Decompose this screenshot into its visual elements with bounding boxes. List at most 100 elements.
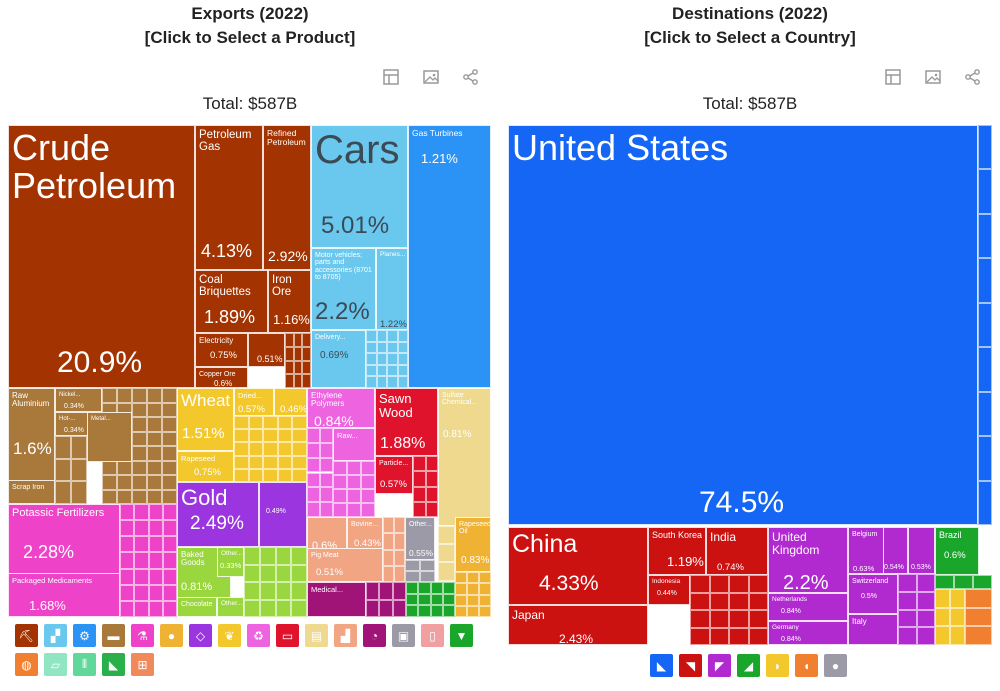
- transport-cell[interactable]: [387, 364, 398, 377]
- paper-cell[interactable]: [438, 544, 455, 563]
- oceania-cell[interactable]: [965, 607, 992, 627]
- mineral-cell[interactable]: [302, 360, 311, 375]
- chemical-cell[interactable]: [148, 584, 163, 601]
- export-crude-petroleum-tile-0[interactable]: Crude Petroleum 20.9%: [8, 125, 195, 388]
- destination-united-states-tile-0[interactable]: United States 74.5%: [508, 125, 978, 525]
- foodstuff-oil-cell[interactable]: [455, 583, 467, 595]
- destination-unlabeled-tile-10[interactable]: 0.54%: [883, 527, 908, 574]
- oceania-cell[interactable]: [965, 589, 992, 608]
- metal-cell[interactable]: [147, 388, 162, 403]
- export-motor-vehicles-parts-and-accessories-8701-to-8705-tile-9[interactable]: Motor vehicles; parts and accessories (8…: [311, 248, 376, 330]
- destination-south-korea-tile-3[interactable]: South Korea 1.19%: [648, 527, 706, 575]
- instrument-cell[interactable]: [379, 582, 393, 600]
- export-unlabeled-tile-23[interactable]: 0.49%: [259, 482, 307, 547]
- metal-cell[interactable]: [102, 475, 117, 490]
- metal-cell[interactable]: [117, 460, 132, 475]
- mineral-cell[interactable]: [285, 374, 294, 388]
- chemical-cell[interactable]: [120, 536, 135, 553]
- vegetable-cell[interactable]: [263, 442, 278, 456]
- oceania-icon[interactable]: ◖: [795, 654, 818, 677]
- share-icon[interactable]: [964, 68, 982, 86]
- metal-cell[interactable]: [102, 489, 117, 504]
- metal-cell[interactable]: [55, 458, 71, 482]
- transport-cell[interactable]: [387, 353, 398, 365]
- export-ethylene-polymers-tile-24[interactable]: Ethylene Polymers 0.84%: [307, 388, 375, 428]
- chemical-cell[interactable]: [120, 504, 135, 521]
- foodstuff-cell[interactable]: [291, 547, 307, 565]
- foodstuff-cell[interactable]: [259, 564, 276, 582]
- transport-cell[interactable]: [397, 341, 408, 354]
- north-america-cell[interactable]: [978, 391, 992, 437]
- asia-cell[interactable]: [729, 575, 749, 593]
- textile-cell[interactable]: [430, 593, 443, 606]
- export-copper-ore-tile-7[interactable]: Copper Ore 0.6%: [195, 367, 248, 388]
- metal-cell[interactable]: [132, 402, 147, 417]
- north-america-icon[interactable]: ◣: [650, 654, 673, 677]
- asia-cell[interactable]: [748, 575, 768, 593]
- export-gas-turbines-tile-12[interactable]: Gas Turbines 1.21%: [408, 125, 491, 388]
- metal-cell[interactable]: [147, 446, 162, 461]
- paper-goods-icon[interactable]: ▤: [305, 624, 328, 647]
- vegetable-cell[interactable]: [277, 442, 293, 456]
- africa-cell[interactable]: [950, 589, 965, 608]
- asia-cell[interactable]: [709, 575, 729, 593]
- north-america-cell[interactable]: [978, 436, 992, 481]
- plastic-cell[interactable]: [361, 475, 375, 489]
- destination-netherlands-tile-7[interactable]: Netherlands 0.84%: [768, 593, 848, 621]
- destination-united-kingdom-tile-6[interactable]: United Kingdom 2.2%: [768, 527, 848, 593]
- vegetable-cell[interactable]: [248, 416, 264, 430]
- wood-cell[interactable]: [413, 471, 426, 487]
- transport-cell[interactable]: [376, 353, 387, 365]
- wood-cell[interactable]: [425, 486, 438, 502]
- chemical-cell[interactable]: [162, 568, 177, 585]
- chemical-cell[interactable]: [162, 584, 177, 601]
- plastic-cell[interactable]: [333, 503, 347, 517]
- metal-cell[interactable]: [102, 460, 117, 475]
- export-unlabeled-tile-20[interactable]: 0.46%: [274, 388, 307, 416]
- export-rapeseed-tile-21[interactable]: Rapeseed 0.75%: [177, 451, 234, 482]
- north-america-cell[interactable]: [978, 213, 992, 259]
- foodstuff-oil-cell[interactable]: [467, 583, 479, 595]
- stone-cell[interactable]: [420, 571, 435, 582]
- vegetable-cell[interactable]: [292, 416, 307, 430]
- africa-cell[interactable]: [935, 607, 950, 627]
- chemical-cell[interactable]: [148, 552, 163, 569]
- transport-cell[interactable]: [366, 376, 377, 388]
- foodstuff-cell[interactable]: [275, 599, 292, 617]
- south-america-cell[interactable]: [973, 575, 992, 589]
- vegetable-cell[interactable]: [292, 468, 307, 482]
- asia-cell[interactable]: [690, 610, 710, 628]
- destination-switzerland-tile-12[interactable]: Switzerland 0.5%: [848, 574, 898, 614]
- transport-cell[interactable]: [376, 341, 387, 354]
- instrument-cell[interactable]: [366, 582, 380, 600]
- plastic-cell[interactable]: [361, 461, 375, 475]
- foodstuff-oil-cell[interactable]: [455, 594, 467, 606]
- north-america-cell[interactable]: [978, 302, 992, 348]
- europe-icon[interactable]: ◤: [708, 654, 731, 677]
- vegetable-cell[interactable]: [248, 468, 264, 482]
- metal-cell[interactable]: [132, 475, 147, 490]
- transport-cell[interactable]: [366, 353, 377, 365]
- destination-japan-tile-2[interactable]: Japan 2.43%: [508, 605, 648, 645]
- vegetable-cell[interactable]: [277, 455, 293, 469]
- transportation-icon[interactable]: ▞: [44, 624, 67, 647]
- animal-cell[interactable]: [383, 533, 394, 550]
- destination-germany-tile-8[interactable]: Germany 0.84%: [768, 621, 848, 645]
- foodstuff-cell[interactable]: [259, 599, 276, 617]
- transport-cell[interactable]: [387, 330, 398, 342]
- europe-cell[interactable]: [898, 591, 917, 610]
- north-america-cell[interactable]: [978, 347, 992, 392]
- plastic-cell[interactable]: [361, 489, 375, 503]
- vegetable-cell[interactable]: [263, 455, 278, 469]
- textile-cell[interactable]: [430, 582, 443, 594]
- europe-cell[interactable]: [898, 574, 917, 592]
- animal-products-icon[interactable]: ▟: [334, 624, 357, 647]
- transport-cell[interactable]: [397, 330, 408, 342]
- chemical-cell[interactable]: [162, 504, 177, 521]
- instrument-cell[interactable]: [379, 599, 393, 617]
- plastic-cell[interactable]: [307, 502, 320, 517]
- asia-cell[interactable]: [690, 627, 710, 645]
- vegetable-cell[interactable]: [234, 442, 249, 456]
- destinations-title-line2[interactable]: [Click to Select a Country]: [644, 28, 856, 47]
- mineral-cell[interactable]: [285, 333, 294, 347]
